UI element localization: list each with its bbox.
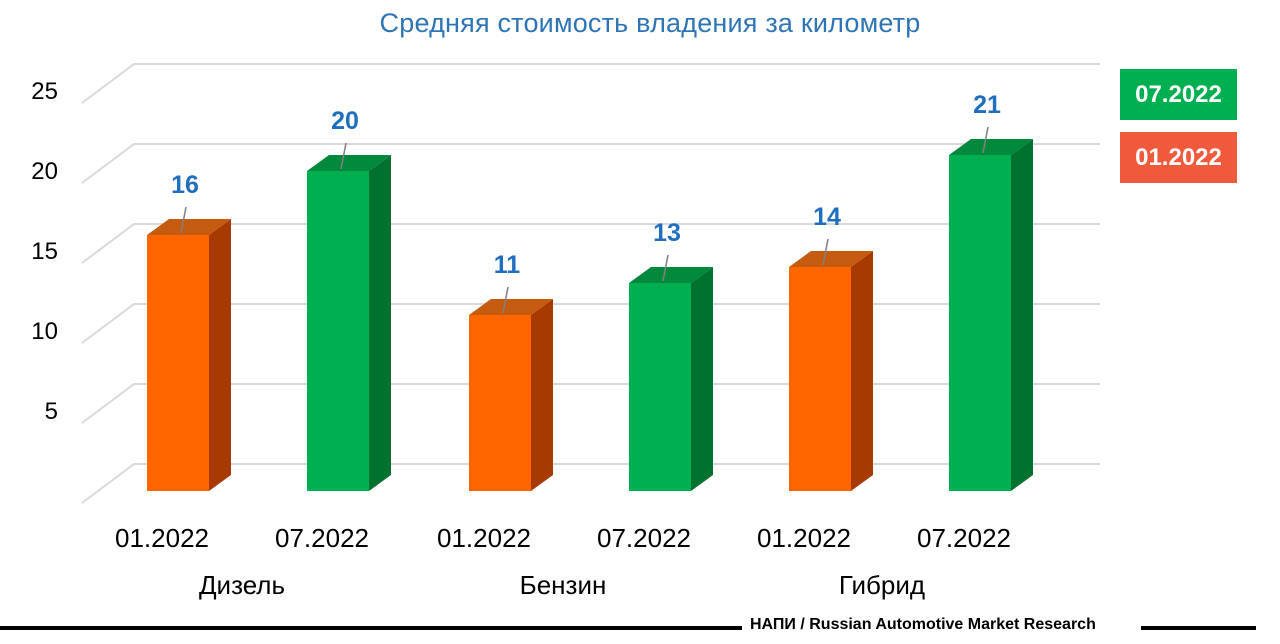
chart-title: Средняя стоимость владения за километр — [379, 8, 921, 38]
data-label-leader — [340, 142, 347, 170]
bar-front — [469, 315, 531, 491]
group-label: Бензин — [520, 570, 607, 600]
x-tick-label: 07.2022 — [597, 523, 691, 553]
bar-top — [307, 155, 391, 171]
x-tick-label: 01.2022 — [115, 523, 209, 553]
footer-rule-left — [0, 626, 742, 630]
bar-front — [789, 267, 851, 491]
y-tick-label-25: 25 — [31, 78, 58, 105]
bar-front — [147, 235, 209, 491]
data-label: 13 — [653, 219, 681, 247]
bar-top — [949, 139, 1033, 155]
data-label: 11 — [494, 251, 521, 279]
bar-Дизель-07.2022 — [307, 155, 391, 491]
y-tick-label-15: 15 — [31, 238, 58, 265]
bar-side — [369, 155, 391, 491]
bar-front — [307, 171, 369, 491]
x-tick-label: 01.2022 — [437, 523, 531, 553]
gridline-25 — [81, 63, 1100, 104]
bar-side — [691, 267, 713, 491]
bar-side — [531, 299, 553, 491]
data-label: 16 — [171, 171, 199, 199]
data-label-leader — [180, 206, 187, 234]
footer-rule-right — [1141, 626, 1256, 630]
y-tick-label-5: 5 — [45, 398, 58, 425]
data-label-leader — [662, 254, 669, 282]
group-label: Дизель — [199, 570, 285, 600]
gridline-10 — [81, 303, 1100, 344]
data-label-leader — [822, 238, 829, 266]
bar-front — [629, 283, 691, 491]
bar-top — [629, 267, 713, 283]
bar-Дизель-01.2022 — [147, 219, 231, 491]
bar-top — [469, 299, 553, 315]
bar-side — [851, 251, 873, 491]
y-tick-label-20: 20 — [31, 158, 58, 185]
gridline-20 — [81, 143, 1100, 184]
group-label: Гибрид — [839, 570, 925, 600]
bar-top — [789, 251, 873, 267]
y-tick-label-10: 10 — [31, 318, 58, 345]
data-label: 14 — [813, 203, 841, 231]
data-label-leader — [502, 286, 509, 314]
x-tick-label: 01.2022 — [757, 523, 851, 553]
legend-item-01-2022: 01.2022 — [1120, 132, 1237, 183]
gridline-0 — [81, 463, 1100, 504]
x-tick-label: 07.2022 — [917, 523, 1011, 553]
gridline-15 — [81, 223, 1100, 264]
data-label: 21 — [973, 91, 1001, 119]
gridline-5 — [81, 383, 1100, 424]
legend-item-07-2022: 07.2022 — [1120, 69, 1237, 120]
bar-Гибрид-07.2022 — [949, 139, 1033, 491]
data-label-leader — [982, 126, 989, 154]
bar-Гибрид-01.2022 — [789, 251, 873, 491]
bar-Бензин-01.2022 — [469, 299, 553, 491]
bar-top — [147, 219, 231, 235]
bar-Бензин-07.2022 — [629, 267, 713, 491]
bar-side — [1011, 139, 1033, 491]
bar-side — [209, 219, 231, 491]
data-label: 20 — [331, 107, 359, 135]
bar-front — [949, 155, 1011, 491]
x-tick-label: 07.2022 — [275, 523, 369, 553]
footer-source: НАПИ / Russian Automotive Market Researc… — [750, 616, 1096, 633]
